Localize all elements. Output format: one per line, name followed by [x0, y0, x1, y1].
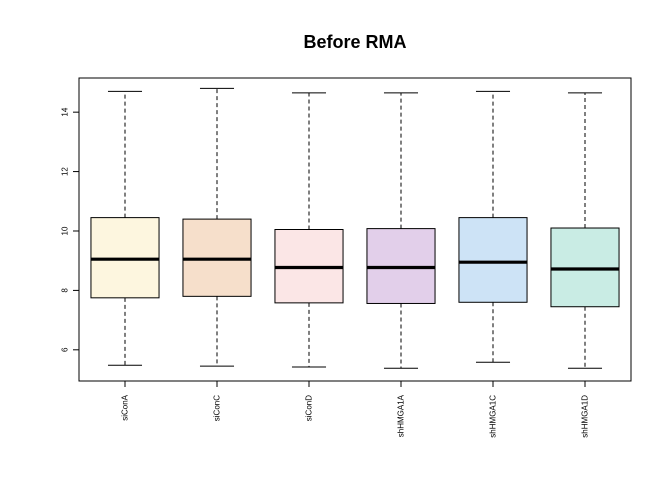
y-tick-label: 14	[61, 107, 70, 116]
x-tick-label: siConD	[305, 395, 314, 421]
box-body	[550, 227, 620, 308]
box-siConD	[274, 92, 344, 368]
box-shHMGA1A	[366, 92, 436, 369]
box-body	[458, 217, 528, 303]
y-tick-label: 8	[61, 288, 70, 293]
x-tick-label: siConC	[213, 395, 222, 421]
x-tick-label: shHMGA1A	[397, 394, 406, 437]
plot-frame	[78, 77, 632, 382]
x-tick-label: siConA	[121, 394, 130, 420]
y-tick-label: 6	[61, 347, 70, 352]
box-shHMGA1C	[458, 90, 528, 363]
y-tick-label: 10	[61, 226, 70, 235]
x-axis: siConA siConC siConD shHMGA1A shHMGA1C shHMGA…	[121, 380, 590, 438]
box-siConA	[90, 90, 160, 366]
box-series	[90, 87, 620, 369]
y-tick-label: 12	[61, 167, 70, 176]
x-tick-label: shHMGA1C	[489, 395, 498, 438]
x-tick-label: shHMGA1D	[581, 395, 590, 438]
chart-title: Before RMA	[303, 32, 406, 52]
y-axis: 6 8 10 12 14	[61, 107, 80, 352]
box-shHMGA1D	[550, 92, 620, 369]
box-siConC	[182, 87, 252, 367]
